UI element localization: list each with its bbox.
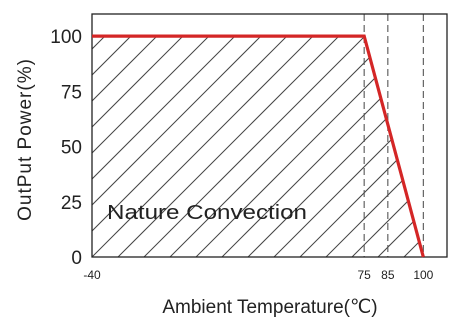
annotation-nature-convection: Nature Convection: [107, 202, 307, 224]
dashed-lines: [363, 14, 424, 257]
hatch-line: [92, 36, 291, 257]
hatch-line: [92, 36, 213, 257]
hatch-line: [92, 36, 317, 257]
x-tick-labels: -40 75 85 100: [83, 268, 433, 282]
hatch-line: [143, 36, 395, 257]
hatch-line: [221, 36, 424, 257]
y-tick-labels: 0 25 50 75 100: [50, 27, 82, 269]
y-tick-75: 75: [61, 82, 82, 103]
plot-frame: [91, 13, 448, 258]
y-tick-0: 0: [71, 248, 82, 269]
hatch-line: [325, 36, 424, 257]
y-tick-100: 100: [50, 27, 82, 48]
y-axis-label: OutPut Power(%): [15, 58, 36, 221]
hatch-line: [92, 36, 187, 257]
y-tick-50: 50: [61, 138, 82, 159]
x-tick-75: 75: [357, 268, 371, 282]
hatch-line: [351, 36, 424, 257]
x-tick--40: -40: [83, 268, 101, 282]
hatch-line: [92, 36, 239, 257]
hatch-line: [247, 36, 424, 257]
hatch-line: [117, 36, 369, 257]
hatch-line: [92, 36, 343, 257]
hatch-line: [299, 36, 424, 257]
hatch-line: [92, 36, 161, 257]
hatch-line: [430, 7, 457, 257]
series: [92, 34, 425, 258]
y-tick-25: 25: [61, 193, 82, 214]
x-tick-100: 100: [413, 268, 433, 282]
series-line-0: [92, 34, 425, 258]
x-tick-85: 85: [381, 268, 395, 282]
hatch-line: [92, 36, 265, 257]
x-axis-label: Ambient Temperature(℃): [162, 297, 377, 318]
